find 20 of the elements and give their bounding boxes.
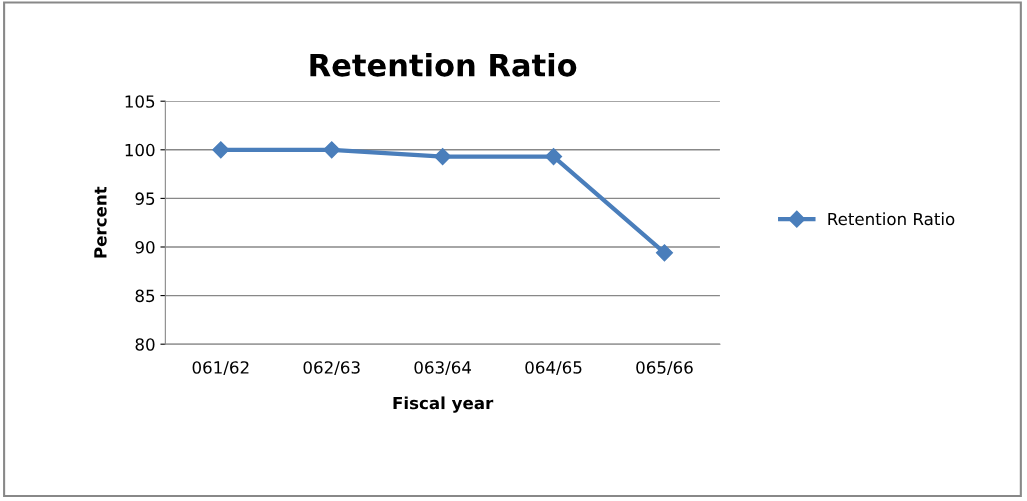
y-tick-label: 85 (135, 289, 155, 303)
x-tick-label: 065/66 (636, 361, 693, 376)
point (212, 141, 230, 159)
point (323, 141, 341, 159)
y-tick-label: 90 (135, 240, 155, 254)
y-tick-label: 80 (135, 338, 155, 351)
point (545, 148, 563, 166)
chart-title: Retention Ratio (310, 52, 577, 77)
y-tick-label: 100 (125, 143, 155, 157)
point (434, 148, 452, 166)
legend-label: Retention Ratio (828, 212, 955, 226)
point (655, 244, 674, 262)
x-tick-label: 062/63 (303, 361, 360, 376)
y-axis-title: Percent (94, 186, 107, 258)
x-axis-title: Fiscal year (393, 396, 494, 413)
y-tick-label: 105 (125, 95, 155, 108)
y-tick-label: 95 (135, 192, 155, 205)
x-tick-label: 061/62 (192, 361, 249, 376)
x-tick-label: 064/65 (525, 361, 582, 376)
x-tick-label: 063/64 (414, 361, 472, 376)
